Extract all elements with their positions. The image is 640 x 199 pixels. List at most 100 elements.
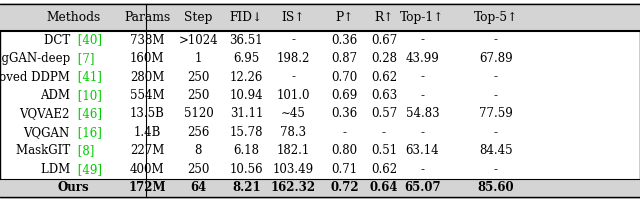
Text: -: - [382, 126, 386, 139]
Text: [7]: [7] [74, 52, 94, 65]
Text: 13.5B: 13.5B [130, 107, 164, 120]
Text: 250: 250 [188, 70, 209, 84]
Text: 0.67: 0.67 [371, 34, 397, 47]
Text: ∼45: ∼45 [281, 107, 305, 120]
Text: 0.62: 0.62 [371, 163, 397, 176]
Text: 400M: 400M [130, 163, 164, 176]
Text: 15.78: 15.78 [230, 126, 263, 139]
Text: -: - [494, 89, 498, 102]
Text: -: - [420, 34, 424, 47]
Text: 162.32: 162.32 [271, 181, 316, 194]
Text: 172M: 172M [129, 181, 166, 194]
Text: Top-5↑: Top-5↑ [474, 11, 518, 24]
Text: 1: 1 [195, 52, 202, 65]
Text: 8.21: 8.21 [232, 181, 260, 194]
Text: -: - [494, 126, 498, 139]
Text: VQGAN: VQGAN [24, 126, 74, 139]
Text: [46]: [46] [74, 107, 102, 120]
Text: Ours: Ours [58, 181, 90, 194]
Text: Top-1↑: Top-1↑ [400, 11, 445, 24]
Text: 8: 8 [195, 144, 202, 157]
Text: -: - [420, 126, 424, 139]
Text: 554M: 554M [130, 89, 164, 102]
Text: 182.1: 182.1 [276, 144, 310, 157]
Text: -: - [494, 163, 498, 176]
Text: ADM: ADM [40, 89, 74, 102]
Text: [16]: [16] [74, 126, 102, 139]
Text: [40]: [40] [74, 34, 102, 47]
Text: 43.99: 43.99 [406, 52, 439, 65]
Text: R↑: R↑ [374, 11, 394, 24]
Text: 84.45: 84.45 [479, 144, 513, 157]
Text: MaskGIT: MaskGIT [15, 144, 74, 157]
Text: 0.51: 0.51 [371, 144, 397, 157]
Bar [0, 179, 640, 197]
Text: [10]: [10] [74, 89, 102, 102]
Text: [8]: [8] [74, 144, 94, 157]
Text: 0.87: 0.87 [332, 52, 357, 65]
Text: 256: 256 [188, 126, 209, 139]
Text: LDM: LDM [40, 163, 74, 176]
Text: 280M: 280M [130, 70, 164, 84]
Text: 0.72: 0.72 [330, 181, 358, 194]
Text: FID↓: FID↓ [230, 11, 263, 24]
Text: DCT: DCT [44, 34, 74, 47]
Text: 0.62: 0.62 [371, 70, 397, 84]
Text: -: - [420, 70, 424, 84]
Text: Step: Step [184, 11, 212, 24]
Text: 160M: 160M [130, 52, 164, 65]
Text: IS↑: IS↑ [282, 11, 305, 24]
Text: -: - [291, 34, 295, 47]
Text: 0.36: 0.36 [331, 34, 358, 47]
Text: 0.57: 0.57 [371, 107, 397, 120]
Text: BigGAN-deep: BigGAN-deep [0, 52, 74, 65]
Text: 64: 64 [190, 181, 207, 194]
Text: 250: 250 [188, 163, 209, 176]
Text: 0.36: 0.36 [331, 107, 358, 120]
Text: -: - [494, 70, 498, 84]
Text: -: - [494, 34, 498, 47]
Text: 0.80: 0.80 [332, 144, 357, 157]
Text: 0.70: 0.70 [331, 70, 358, 84]
Text: P↑: P↑ [335, 11, 353, 24]
Text: Params: Params [124, 11, 170, 24]
Text: 77.59: 77.59 [479, 107, 513, 120]
Text: 65.07: 65.07 [404, 181, 441, 194]
Text: 0.69: 0.69 [331, 89, 358, 102]
Text: >1024: >1024 [179, 34, 218, 47]
Text: 36.51: 36.51 [230, 34, 263, 47]
Text: 63.14: 63.14 [406, 144, 439, 157]
Text: 101.0: 101.0 [276, 89, 310, 102]
Bar [0, 4, 640, 31]
Text: 31.11: 31.11 [230, 107, 263, 120]
Text: 103.49: 103.49 [273, 163, 314, 176]
Text: 54.83: 54.83 [406, 107, 439, 120]
Text: [49]: [49] [74, 163, 102, 176]
Text: VQVAE2: VQVAE2 [19, 107, 74, 120]
Text: 5120: 5120 [184, 107, 213, 120]
Text: Methods: Methods [47, 11, 100, 24]
Text: 738M: 738M [130, 34, 164, 47]
Text: 12.26: 12.26 [230, 70, 263, 84]
Text: 6.95: 6.95 [233, 52, 260, 65]
Text: -: - [420, 89, 424, 102]
Text: Improved DDPM: Improved DDPM [0, 70, 74, 84]
Text: 85.60: 85.60 [477, 181, 515, 194]
Text: -: - [420, 163, 424, 176]
Text: 1.4B: 1.4B [134, 126, 161, 139]
Text: -: - [342, 126, 346, 139]
Text: [41]: [41] [74, 70, 102, 84]
Text: 0.64: 0.64 [370, 181, 398, 194]
Text: 0.63: 0.63 [371, 89, 397, 102]
Text: 0.28: 0.28 [371, 52, 397, 65]
Text: 198.2: 198.2 [276, 52, 310, 65]
Text: 250: 250 [188, 89, 209, 102]
Text: 6.18: 6.18 [234, 144, 259, 157]
Text: 0.71: 0.71 [332, 163, 357, 176]
Text: 78.3: 78.3 [280, 126, 306, 139]
Text: 67.89: 67.89 [479, 52, 513, 65]
Text: 10.56: 10.56 [230, 163, 263, 176]
Text: 10.94: 10.94 [230, 89, 263, 102]
Text: 227M: 227M [130, 144, 164, 157]
Text: -: - [291, 70, 295, 84]
